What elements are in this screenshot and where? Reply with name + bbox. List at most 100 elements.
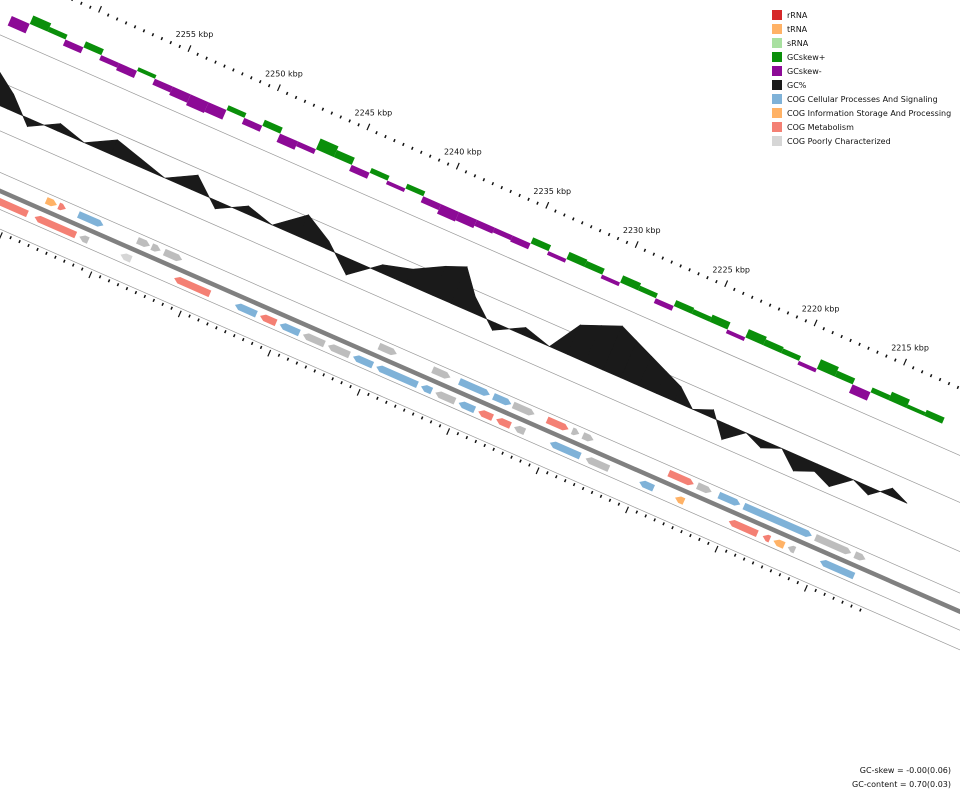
gene-arrow	[279, 323, 301, 337]
gene-feature	[639, 480, 655, 492]
gc-content-segment	[26, 118, 62, 132]
gc-skew-positive-bar	[888, 391, 910, 408]
gc-skew-negative-bar	[204, 102, 227, 120]
gc-skew-positive-bar	[29, 15, 52, 32]
legend-swatch	[772, 10, 782, 20]
legend-label: COG Poorly Characterized	[787, 136, 891, 146]
gene-feature	[260, 314, 278, 327]
gc-content-segment	[137, 158, 165, 179]
minor-tick	[554, 209, 557, 213]
gc-content-segment	[110, 139, 142, 167]
gene-arrow	[421, 385, 434, 395]
minor-tick	[385, 400, 388, 404]
gene-feature	[545, 416, 569, 431]
minor-tick	[760, 565, 764, 569]
gene-arrow	[120, 253, 133, 263]
gene-arrow	[675, 496, 686, 505]
gc-skew-summary: GC-skew = -0.00(0.06)	[859, 766, 951, 775]
major-tick	[356, 388, 361, 396]
minor-tick	[519, 459, 522, 463]
minor-tick	[554, 475, 558, 479]
minor-tick	[956, 385, 960, 390]
gc-content-segment	[745, 432, 765, 449]
minor-tick	[698, 537, 701, 542]
tick-label: 2230 kbp	[623, 226, 661, 235]
minor-tick	[751, 561, 755, 565]
gene-feature	[302, 333, 326, 348]
minor-tick	[304, 365, 308, 369]
minor-tick	[598, 228, 602, 233]
gc-content-segment	[674, 386, 694, 410]
minor-tick	[143, 294, 147, 299]
legend-swatch	[772, 94, 782, 104]
minor-tick	[107, 279, 111, 283]
gene-arrow	[581, 432, 594, 442]
minor-tick	[205, 56, 208, 60]
major-tick	[813, 319, 818, 327]
gc-content-segment	[888, 487, 908, 504]
minor-tick	[232, 68, 235, 72]
legend-label: sRNA	[787, 38, 809, 48]
minor-tick	[572, 217, 575, 221]
gc-skew-negative-bar	[725, 329, 746, 341]
minor-tick	[528, 463, 531, 467]
tick-label: 2220 kbp	[802, 304, 840, 313]
gene-feature	[353, 355, 375, 369]
minor-tick	[670, 260, 673, 264]
minor-tick	[501, 451, 504, 455]
gc-content-segment	[214, 201, 249, 214]
minor-tick	[232, 333, 236, 338]
gene-feature	[549, 441, 582, 460]
gc-skew-negative-bar	[99, 55, 120, 68]
gene-arrow	[376, 365, 419, 389]
legend-swatch	[772, 122, 782, 132]
minor-tick	[142, 29, 146, 33]
gc-skew-track	[7, 15, 945, 424]
minor-tick	[151, 33, 155, 37]
gene-arrow	[496, 418, 512, 429]
minor-tick	[814, 588, 817, 593]
minor-tick	[876, 350, 879, 354]
minor-tick	[125, 286, 129, 291]
minor-tick	[795, 315, 799, 319]
gc-skew-positive-bar	[137, 67, 157, 79]
minor-tick	[80, 1, 83, 6]
legend-label: tRNA	[787, 24, 808, 34]
minor-tick	[322, 373, 325, 377]
gc-content-summary: GC-content = 0.70(0.03)	[852, 780, 951, 789]
gene-feature	[717, 491, 741, 506]
major-tick	[88, 271, 93, 279]
legend-item-cog-information: COG Information Storage And Processing	[772, 106, 958, 120]
major-tick	[724, 280, 729, 288]
gc-skew-positive-bar	[691, 309, 712, 322]
minor-tick	[215, 326, 218, 330]
legend-label: COG Metabolism	[787, 122, 854, 132]
guide-line	[0, 81, 960, 503]
legend-swatch	[772, 38, 782, 48]
gc-skew-positive-bar	[262, 119, 283, 134]
gc-content-segment	[468, 295, 497, 332]
gene-feature	[327, 344, 351, 359]
minor-tick	[581, 486, 585, 491]
minor-tick	[894, 358, 897, 362]
gene-feature	[819, 559, 856, 580]
legend-label: GCskew+	[787, 52, 826, 62]
major-tick	[535, 467, 540, 475]
minor-tick	[446, 162, 450, 166]
minor-tick	[286, 357, 290, 361]
minor-tick	[840, 334, 843, 339]
gene-feature	[728, 520, 759, 537]
gc-skew-positive-bar	[673, 300, 695, 314]
minor-tick	[349, 384, 352, 389]
gene-feature	[234, 303, 258, 318]
gene-arrow	[44, 197, 57, 207]
tick-label: 2245 kbp	[355, 108, 393, 117]
minor-tick	[662, 522, 665, 526]
minor-tick	[367, 392, 370, 397]
gc-skew-positive-bar	[315, 138, 339, 158]
minor-tick	[563, 213, 566, 217]
gc-skew-positive-bar	[47, 26, 68, 40]
minor-tick	[106, 13, 110, 17]
gc-skew-positive-bar	[745, 329, 767, 346]
